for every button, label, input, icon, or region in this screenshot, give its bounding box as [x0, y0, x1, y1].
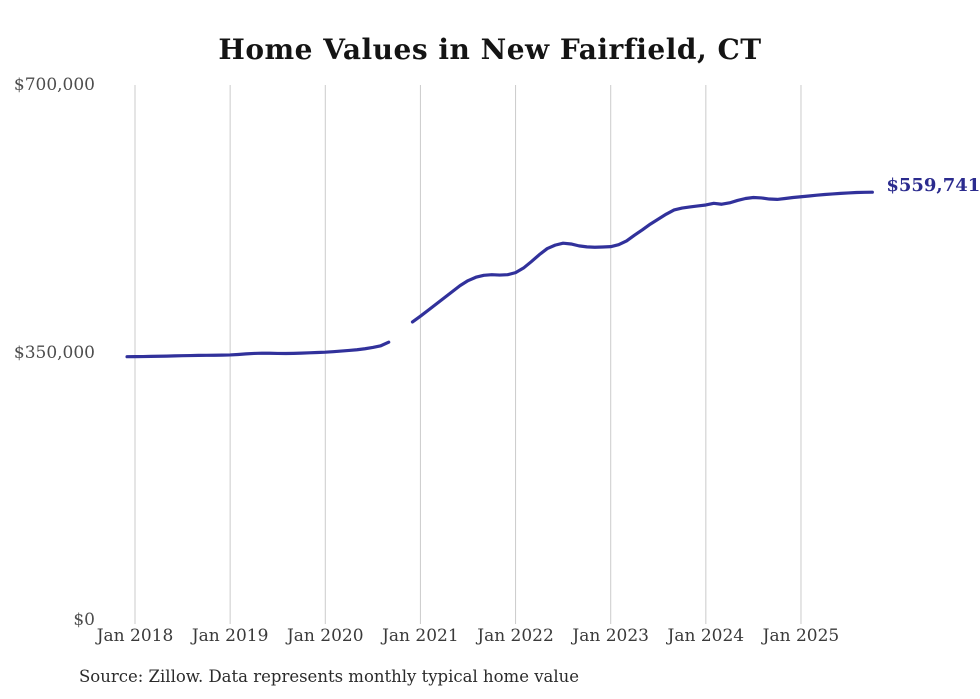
x-axis-label: Jan 2018 — [96, 626, 174, 646]
x-axis-label: Jan 2024 — [667, 626, 745, 646]
x-axis-label: Jan 2025 — [762, 626, 840, 646]
y-axis-label: $0 — [73, 610, 95, 630]
x-axis-label: Jan 2023 — [572, 626, 649, 646]
x-axis-label: Jan 2022 — [477, 626, 554, 646]
y-axis-label: $350,000 — [13, 342, 95, 363]
last-value-label: $559,741 — [886, 175, 980, 197]
chart-title: Home Values in New Fairfield, CT — [218, 33, 762, 66]
y-axis-label: $700,000 — [13, 75, 95, 95]
x-axis-label: Jan 2020 — [286, 626, 364, 646]
source-note: Source: Zillow. Data represents monthly … — [79, 667, 580, 686]
x-axis-label: Jan 2021 — [382, 626, 459, 646]
home-value-line — [125, 190, 874, 359]
x-axis-label: Jan 2019 — [191, 626, 269, 646]
